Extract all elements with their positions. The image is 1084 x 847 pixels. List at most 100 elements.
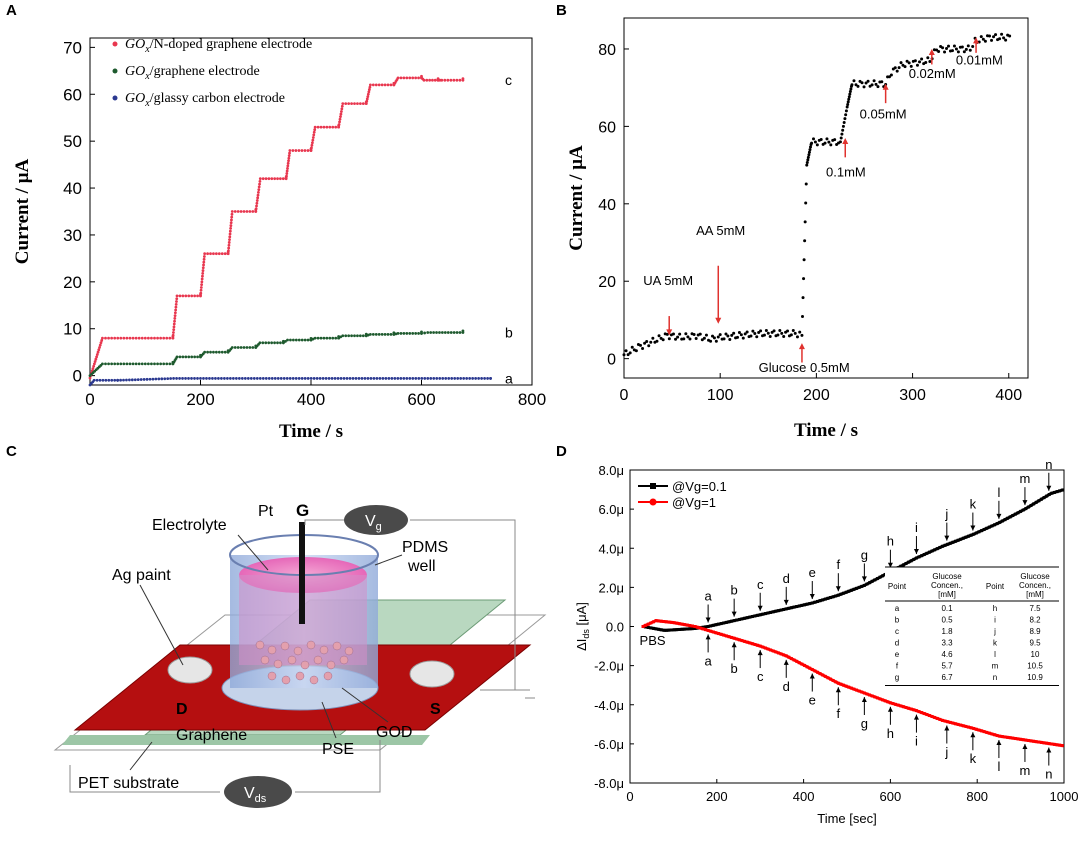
data-point — [350, 334, 353, 338]
data-point — [875, 577, 879, 581]
data-point — [313, 128, 317, 132]
data-point — [1013, 512, 1017, 516]
data-point — [983, 39, 987, 43]
data-point — [228, 238, 231, 242]
point-label: m — [1020, 763, 1031, 778]
data-point — [920, 554, 924, 558]
data-point — [389, 83, 393, 87]
data-point — [165, 362, 169, 366]
data-point — [441, 377, 445, 380]
data-point — [992, 35, 996, 39]
data-point — [357, 377, 361, 380]
data-point — [258, 182, 261, 186]
data-point — [234, 377, 238, 380]
data-point — [201, 269, 205, 272]
label-graphene: Graphene — [176, 727, 247, 744]
data-point — [925, 551, 929, 555]
data-point — [920, 57, 924, 61]
data-point — [745, 616, 749, 620]
data-point — [889, 73, 893, 77]
data-point — [339, 112, 343, 116]
data-point — [806, 155, 810, 159]
data-point — [753, 614, 757, 618]
data-point — [852, 79, 856, 83]
data-point — [316, 125, 320, 129]
data-point — [932, 48, 936, 52]
data-point — [692, 332, 696, 336]
data-point — [461, 329, 465, 333]
legend-marker — [112, 95, 118, 101]
data-point — [839, 136, 843, 140]
annotation-label: 0.1mM — [826, 165, 866, 180]
table-header: Glucose Concen., [mM] — [1019, 572, 1051, 599]
data-point — [856, 84, 860, 88]
data-point — [711, 623, 715, 627]
data-point — [714, 631, 718, 635]
data-point — [245, 346, 249, 349]
data-point — [282, 377, 286, 380]
data-point — [312, 377, 316, 380]
data-point — [722, 621, 726, 625]
data-point — [389, 332, 393, 336]
data-point — [113, 378, 117, 382]
data-point — [680, 627, 684, 631]
data-point — [130, 378, 134, 382]
data-point — [325, 336, 329, 340]
data-point — [706, 625, 710, 628]
point-label: h — [887, 726, 894, 741]
data-point — [940, 544, 944, 548]
data-point — [977, 530, 981, 534]
data-point — [256, 193, 260, 197]
data-point — [905, 59, 909, 63]
data-point — [140, 336, 144, 340]
data-point — [881, 698, 885, 702]
data-point — [802, 258, 806, 262]
data-point — [878, 575, 882, 579]
data-point — [133, 378, 137, 382]
data-point — [827, 140, 831, 144]
data-point — [780, 331, 784, 335]
data-point — [622, 353, 626, 357]
data-point — [873, 578, 877, 582]
data-point — [122, 336, 126, 340]
data-point — [229, 221, 233, 225]
label-well: well — [407, 558, 436, 575]
data-point — [873, 695, 877, 699]
arrow-head — [970, 525, 976, 531]
y-tick-label: 2.0μ — [598, 580, 624, 595]
data-point — [954, 722, 957, 726]
data-point — [795, 335, 799, 339]
data-point — [792, 605, 796, 609]
data-point — [92, 364, 96, 368]
data-point — [239, 210, 243, 213]
plot-frame — [623, 17, 1029, 379]
data-point — [804, 201, 808, 205]
data-point — [228, 229, 232, 233]
data-point — [862, 583, 866, 587]
data-point — [685, 627, 689, 631]
data-point — [646, 622, 650, 626]
data-point — [907, 560, 911, 564]
data-point — [393, 377, 397, 380]
data-point — [383, 332, 387, 336]
data-point — [214, 350, 218, 354]
label-d: D — [176, 701, 188, 718]
data-point — [261, 177, 265, 181]
data-point — [286, 161, 290, 165]
data-point — [1060, 488, 1064, 492]
data-point — [1050, 742, 1054, 746]
data-point — [420, 377, 424, 380]
table-cell: 7.5 — [1029, 604, 1041, 613]
data-point — [904, 562, 908, 566]
data-point — [1034, 740, 1038, 744]
point-label: k — [970, 751, 977, 766]
data-point — [443, 78, 447, 82]
data-point — [792, 658, 796, 662]
data-point — [288, 377, 292, 380]
data-point — [431, 78, 434, 82]
data-point — [748, 615, 752, 619]
data-point — [131, 336, 135, 340]
data-point — [1058, 489, 1062, 493]
data-point — [303, 377, 307, 380]
data-point — [677, 627, 681, 631]
